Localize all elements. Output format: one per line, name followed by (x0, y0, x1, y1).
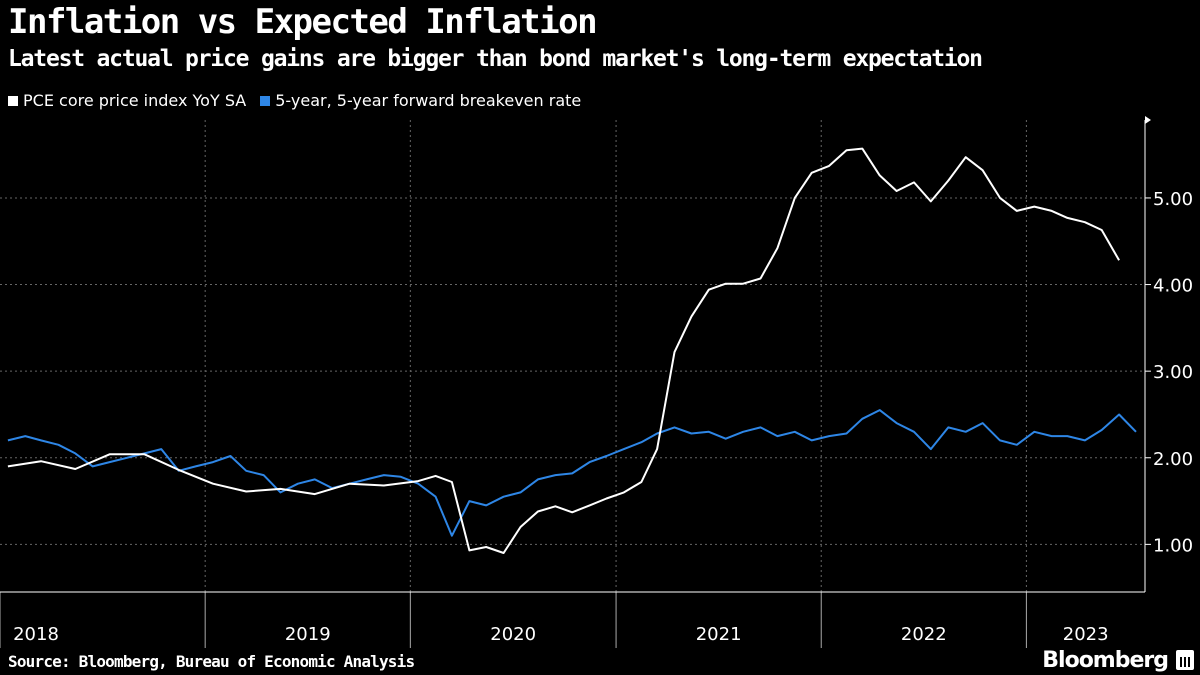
y-axis-arrow (1145, 116, 1151, 124)
x-tick-label: 2019 (285, 624, 331, 645)
y-tick-label: 2.00 (1153, 449, 1193, 470)
bloomberg-terminal-icon (1176, 650, 1194, 670)
legend-swatch-pce (8, 95, 18, 106)
y-tick-label: 1.00 (1153, 535, 1193, 556)
y-tick-label: 5.00 (1153, 189, 1193, 210)
legend-label-breakeven: 5-year, 5-year forward breakeven rate (275, 91, 582, 110)
legend-swatch-breakeven (260, 95, 271, 106)
chart-subtitle: Latest actual price gains are bigger tha… (8, 46, 983, 72)
source-note: Source: Bloomberg, Bureau of Economic An… (8, 652, 415, 671)
x-tick-label: 2022 (901, 624, 947, 645)
legend: PCE core price index YoY SA 5-year, 5-ye… (8, 91, 581, 110)
bloomberg-logo-text: Bloomberg (1042, 648, 1169, 673)
chart-title: Inflation vs Expected Inflation (8, 2, 598, 42)
breakeven-line (7, 409, 1137, 537)
x-tick-label: 2023 (1063, 624, 1109, 645)
legend-item-breakeven: 5-year, 5-year forward breakeven rate (260, 91, 581, 110)
y-tick-label: 4.00 (1153, 276, 1193, 297)
x-tick-label: 2021 (696, 624, 742, 645)
x-tick-label: 2018 (13, 624, 59, 645)
x-tick-label: 2020 (490, 624, 536, 645)
y-tick-label: 3.00 (1153, 362, 1193, 383)
legend-label-pce: PCE core price index YoY SA (23, 91, 247, 110)
pce-line (7, 147, 1120, 554)
legend-item-pce: PCE core price index YoY SA (8, 91, 246, 110)
